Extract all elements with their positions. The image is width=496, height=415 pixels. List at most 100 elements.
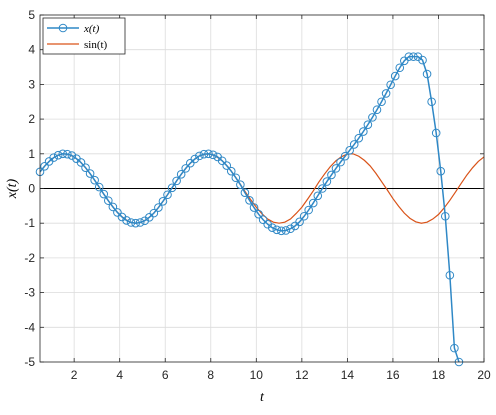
y-tick-label: 0 (28, 182, 35, 196)
x-series-point (395, 63, 405, 73)
x-series-point (113, 208, 122, 217)
x-series-point (195, 151, 204, 161)
x-series-point (436, 166, 446, 176)
x-tick-label: 10 (250, 368, 264, 382)
y-tick-label: -5 (24, 355, 35, 369)
legend-items: x(t) sin(t) (47, 23, 108, 51)
x-series-point (231, 173, 241, 183)
x-series-point (381, 89, 391, 98)
x-series-point (440, 211, 450, 221)
x-series-point (154, 203, 163, 212)
x-series-point (199, 149, 209, 159)
x-series-point (431, 128, 441, 138)
x-series-point (390, 71, 400, 81)
x-tick-label: 18 (432, 368, 446, 382)
legend-label-2: sin(t) (84, 39, 108, 51)
x-series-point (104, 196, 113, 205)
x-series-point (53, 150, 63, 160)
x-series-point (272, 225, 282, 235)
x-series-point (322, 177, 332, 186)
x-series-point (40, 161, 49, 171)
x-tick-label: 8 (207, 368, 214, 382)
x-series-point (331, 164, 341, 173)
legend: x(t) sin(t) (42, 17, 126, 55)
x-series-point (372, 105, 382, 115)
x-axis-label: t (260, 390, 265, 405)
x-series-point (226, 166, 236, 176)
x-tick-label: 20 (477, 368, 491, 382)
x-series-point (99, 189, 109, 199)
y-tick-label: 2 (28, 112, 35, 126)
x-tick-label: 2 (71, 368, 78, 382)
x-series-point (76, 158, 86, 167)
x-series-point (299, 211, 309, 221)
x-series-line (40, 55, 460, 362)
x-series-point (368, 113, 377, 122)
x-series-point (63, 149, 72, 159)
series-layer (35, 52, 484, 367)
x-series-point (450, 343, 459, 353)
x-series-point (176, 169, 186, 179)
y-tick-label: 5 (28, 8, 35, 22)
x-series-point (340, 151, 350, 161)
x-series-point (172, 176, 181, 186)
x-series-point (94, 182, 104, 192)
x-series-point (313, 191, 323, 201)
x-series-point (409, 52, 418, 61)
x-series-point (327, 170, 336, 180)
x-series-point (349, 140, 359, 149)
x-series-point (249, 203, 259, 212)
y-tick-label: -1 (24, 216, 35, 230)
legend-box (42, 17, 126, 55)
x-series-point (67, 151, 77, 160)
x-series-point (222, 161, 232, 170)
x-tick-label: 16 (386, 368, 400, 382)
x-series-point (304, 205, 313, 215)
x-series-point (131, 218, 140, 228)
x-series-point (90, 175, 99, 185)
x-series-point (258, 215, 268, 225)
x-series-point (49, 153, 58, 162)
x-series-point (126, 218, 136, 227)
x-series-point (354, 133, 364, 143)
x-series-point (81, 163, 90, 172)
x-series-point (336, 157, 345, 167)
legend-label-1: x(t) (83, 23, 100, 35)
x-tick-label: 12 (295, 368, 309, 382)
y-tick-label: -2 (24, 251, 35, 265)
x-series-point (58, 149, 68, 159)
x-series-point (108, 202, 118, 212)
y-tick-label: -4 (24, 320, 35, 334)
x-series-point (318, 184, 327, 193)
x-series-point (418, 55, 427, 65)
x-series-point (236, 180, 245, 189)
y-tick-label: 1 (28, 147, 35, 161)
x-series-point (277, 226, 286, 236)
y-tick-label: 4 (28, 43, 35, 57)
y-tick-label: -3 (24, 286, 35, 300)
x-series-point (190, 154, 200, 164)
y-tick-label: 3 (28, 77, 35, 91)
x-series-point (135, 218, 145, 227)
x-series-point (267, 223, 277, 233)
x-series-point (286, 224, 295, 234)
x-series-point (445, 270, 455, 280)
x-series-point (422, 69, 432, 79)
x-series-point (427, 97, 436, 107)
x-series-point (181, 164, 191, 173)
x-series-point (254, 209, 263, 219)
x-tick-label: 6 (162, 368, 169, 382)
x-series-point (377, 97, 386, 107)
x-series-point (404, 52, 414, 61)
x-series-point (122, 216, 131, 225)
x-series-point (359, 127, 368, 136)
x-series-point (386, 80, 395, 90)
x-series-point (217, 156, 227, 166)
x-series-point (163, 190, 172, 200)
x-series-point (167, 183, 177, 193)
legend-marker (58, 23, 68, 33)
x-series-point (363, 120, 373, 129)
x-tick-label: 14 (341, 368, 355, 382)
